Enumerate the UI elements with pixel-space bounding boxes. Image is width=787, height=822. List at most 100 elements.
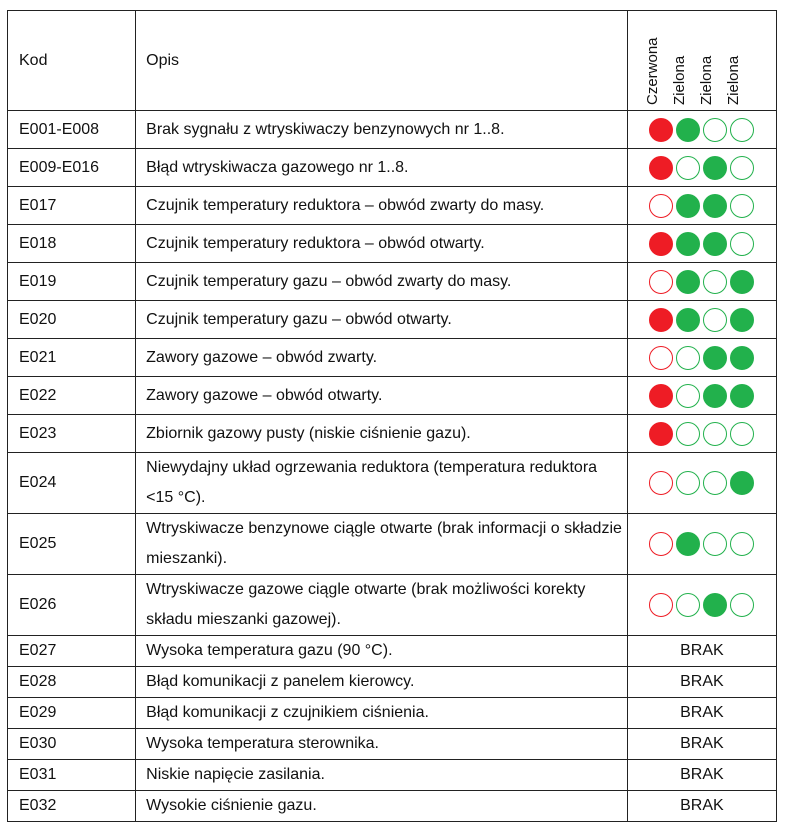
header-color-green-2: Zielona [697,55,715,105]
green-light-on [676,193,701,218]
green-light-off [730,155,755,180]
table-row: E025 Wtryskiwacze benzynowe ciągle otwart… [6,513,778,575]
status-text: BRAK [626,666,778,698]
table-row: E026 Wtryskiwacze gazowe ciągle otwarte (… [6,574,778,636]
green-light-off [703,117,728,142]
table-row: E009-E016 Błąd wtryskiwacza gazowego nr 1… [6,148,778,187]
error-description: Czujnik temperatury gazu – obwód zwarty … [135,262,628,301]
indicator-lights [626,376,778,415]
green-light-off [676,345,701,370]
error-code: E026 [6,574,137,636]
error-code: E017 [6,186,137,225]
red-light-on [649,155,674,180]
green-light-on [703,155,728,180]
red-light-on [649,421,674,446]
error-code: E029 [6,697,137,729]
error-description: Wtryskiwacze benzynowe ciągle otwarte (b… [135,513,628,575]
status-text: BRAK [626,759,778,791]
table-row: E030 Wysoka temperatura sterownika. BRAK [6,728,778,760]
error-code: E027 [6,635,137,667]
red-light-off [649,471,674,495]
error-code-table: Kod Opis Czerwona Zielona Zielona Zielon… [6,10,778,822]
green-light-on [730,471,755,495]
error-code: E009-E016 [6,148,137,187]
error-code: E022 [6,376,137,415]
error-code: E020 [6,300,137,339]
green-light-on [730,383,755,408]
green-light-off [676,383,701,408]
green-light-off [730,193,755,218]
indicator-lights [626,262,778,301]
green-light-on [676,269,701,294]
error-description: Wysokie ciśnienie gazu. [135,790,628,822]
error-description: Błąd wtryskiwacza gazowego nr 1..8. [135,148,628,187]
red-light-on [649,117,674,142]
table-row: E028 Błąd komunikacji z panelem kierowcy.… [6,666,778,698]
green-light-on [703,345,728,370]
error-code: E031 [6,759,137,791]
indicator-lights [626,148,778,187]
red-light-off [649,593,674,617]
header-color-green-3: Zielona [724,55,742,105]
green-light-on [676,231,701,256]
table-row: E027 Wysoka temperatura gazu (90 °C). BRAK [6,635,778,667]
green-light-off [703,471,728,495]
error-description: Wtryskiwacze gazowe ciągle otwarte (brak… [135,574,628,636]
table-row: E020 Czujnik temperatury gazu – obwód otw… [6,300,778,339]
indicator-lights [626,224,778,263]
error-description: Zawory gazowe – obwód zwarty. [135,338,628,377]
error-code: E021 [6,338,137,377]
green-light-on [676,532,701,556]
error-description: Wysoka temperatura gazu (90 °C). [135,635,628,667]
header-color-red: Czerwona [643,37,661,105]
table-row: E001-E008 Brak sygnału z wtryskiwaczy ben… [6,110,778,149]
green-light-off [703,532,728,556]
green-light-off [676,593,701,617]
green-light-on [730,269,755,294]
green-light-off [676,155,701,180]
green-light-on [703,193,728,218]
indicator-lights [626,186,778,225]
table-row: E021 Zawory gazowe – obwód zwarty. [6,338,778,377]
red-light-off [649,269,674,294]
error-description: Błąd komunikacji z czujnikiem ciśnienia. [135,697,628,729]
green-light-off [676,421,701,446]
green-light-off [730,231,755,256]
green-light-off [730,532,755,556]
green-light-on [730,345,755,370]
table-row: E019 Czujnik temperatury gazu – obwód zwa… [6,262,778,301]
error-description: Niewydajny układ ogrzewania reduktora (t… [135,452,628,514]
error-code: E023 [6,414,137,453]
indicator-lights [626,513,778,575]
header-row: Kod Opis Czerwona Zielona Zielona Zielon… [6,10,778,111]
header-description: Opis [135,10,628,111]
green-light-on [730,307,755,332]
error-code: E032 [6,790,137,822]
error-code: E024 [6,452,137,514]
red-light-on [649,383,674,408]
error-code: E025 [6,513,137,575]
indicator-lights [626,452,778,514]
header-indicator-colors: Czerwona Zielona Zielona Zielona [626,10,778,111]
green-light-on [676,307,701,332]
table-row: E031 Niskie napięcie zasilania. BRAK [6,759,778,791]
green-light-on [703,231,728,256]
table-row: E017 Czujnik temperatury reduktora – obwó… [6,186,778,225]
table-row: E032 Wysokie ciśnienie gazu. BRAK [6,790,778,822]
error-description: Niskie napięcie zasilania. [135,759,628,791]
indicator-lights [626,110,778,149]
green-light-on [676,117,701,142]
error-description: Wysoka temperatura sterownika. [135,728,628,760]
red-light-off [649,532,674,556]
red-light-off [649,345,674,370]
green-light-off [730,421,755,446]
indicator-lights [626,300,778,339]
error-description: Zbiornik gazowy pusty (niskie ciśnienie … [135,414,628,453]
green-light-off [703,421,728,446]
red-light-on [649,231,674,256]
status-text: BRAK [626,790,778,822]
green-light-off [703,269,728,294]
green-light-on [703,593,728,617]
status-text: BRAK [626,635,778,667]
error-code: E018 [6,224,137,263]
